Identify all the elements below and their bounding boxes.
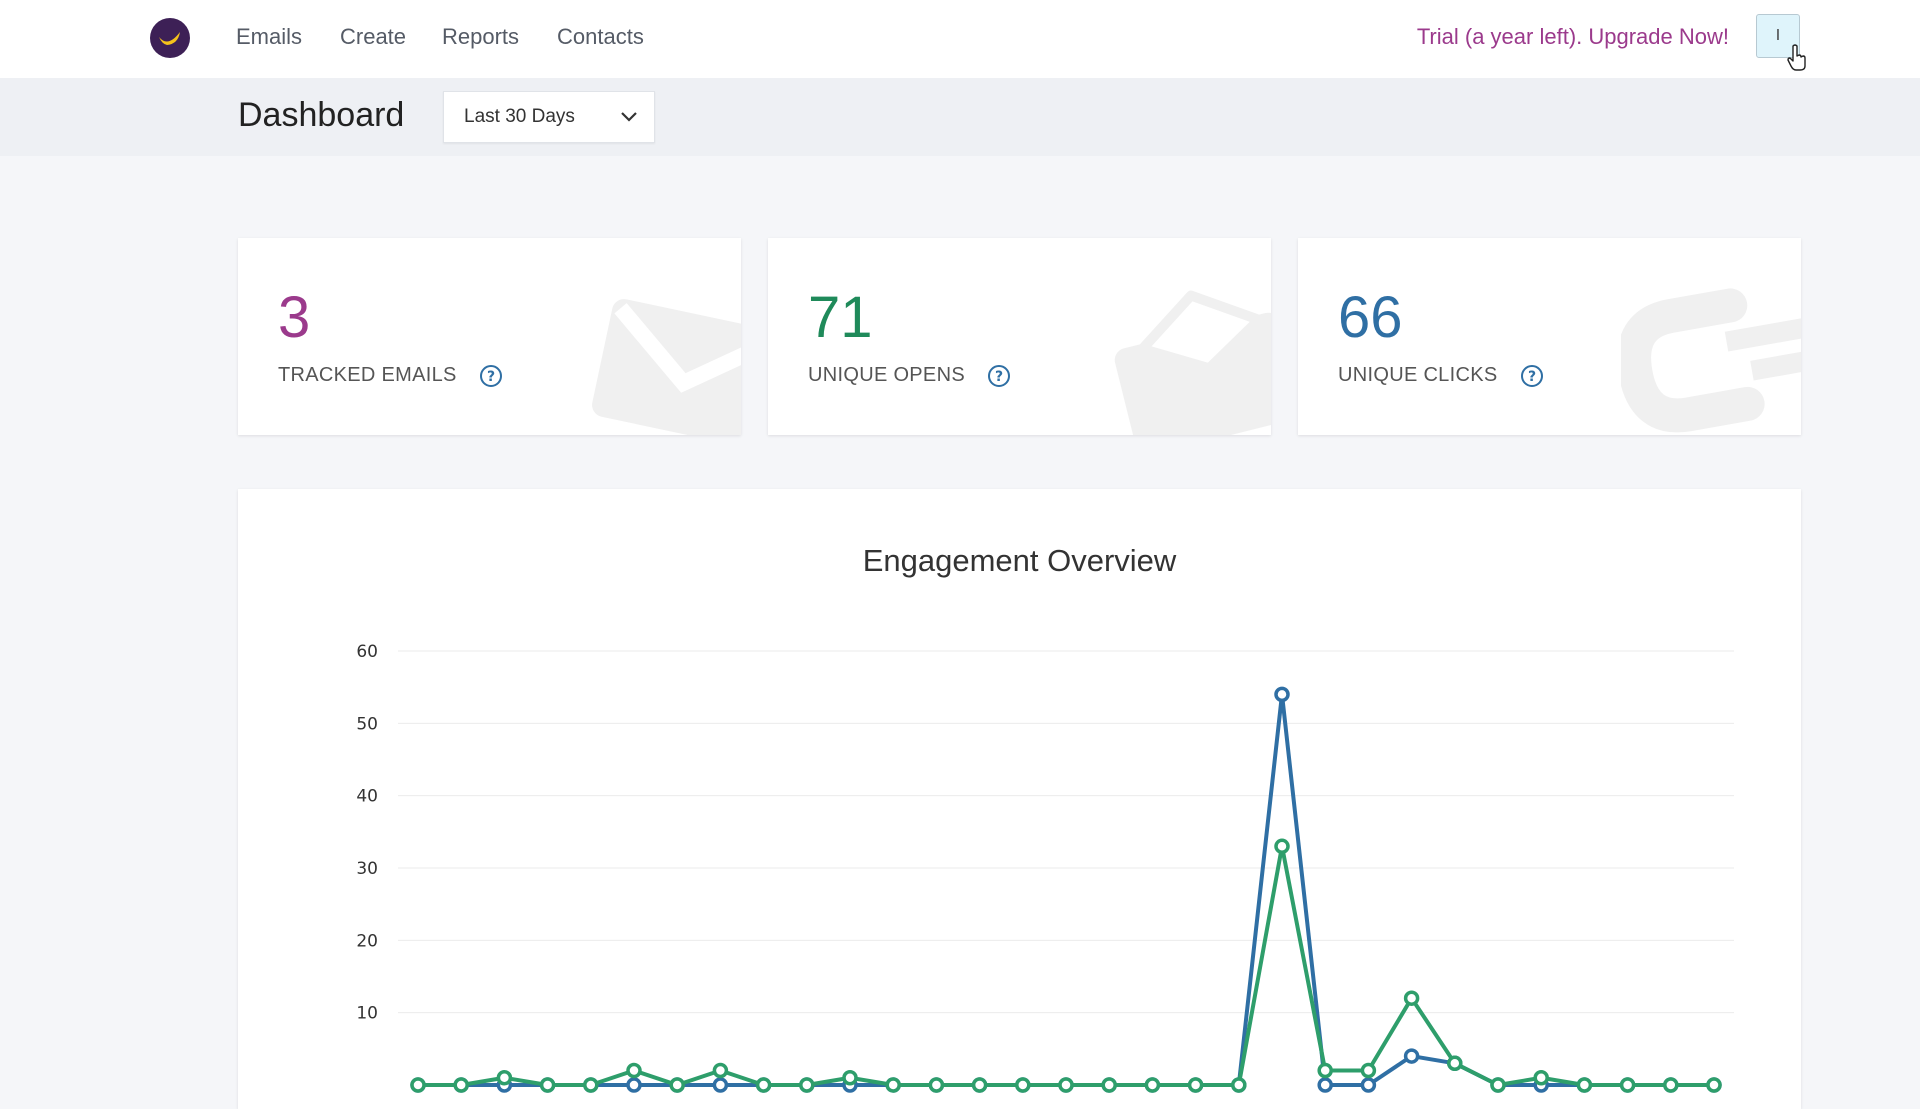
page-header: Dashboard Last 30 Days bbox=[0, 78, 1920, 156]
nav-emails[interactable]: Emails bbox=[236, 24, 303, 49]
data-point bbox=[712, 1077, 729, 1093]
data-point bbox=[496, 1070, 513, 1086]
y-tick-label: 20 bbox=[356, 931, 378, 951]
data-point bbox=[1231, 1077, 1247, 1093]
page-title: Dashboard bbox=[238, 96, 405, 134]
app-logo-icon[interactable] bbox=[150, 18, 190, 58]
unique-clicks-label: UNIQUE CLICKS bbox=[1338, 364, 1498, 386]
data-point bbox=[1490, 1077, 1506, 1093]
data-point bbox=[626, 1062, 642, 1079]
data-point bbox=[539, 1077, 556, 1093]
data-point bbox=[1317, 1062, 1333, 1079]
engagement-chart-panel: Engagement Overview 10 20 30 40 50 60 bbox=[238, 489, 1801, 1109]
svg-text:?: ? bbox=[995, 369, 1003, 385]
data-point bbox=[1663, 1077, 1679, 1093]
data-point bbox=[626, 1077, 642, 1093]
data-point bbox=[583, 1077, 599, 1093]
y-tick-label: 30 bbox=[356, 859, 378, 879]
data-point bbox=[712, 1062, 729, 1079]
avatar-button[interactable]: I bbox=[1756, 14, 1800, 58]
stat-card-tracked-emails: 3 TRACKED EMAILS ? bbox=[238, 238, 741, 435]
unique-opens-value: 71 bbox=[808, 285, 873, 350]
hand-cursor-icon bbox=[1787, 44, 1806, 71]
data-point bbox=[669, 1077, 685, 1093]
data-point bbox=[453, 1077, 469, 1093]
data-point bbox=[1274, 838, 1290, 855]
data-point bbox=[1187, 1077, 1204, 1093]
data-point bbox=[410, 1077, 426, 1093]
svg-text:?: ? bbox=[487, 369, 495, 385]
data-point bbox=[1058, 1077, 1074, 1093]
data-point bbox=[885, 1077, 901, 1093]
tracked-emails-value: 3 bbox=[278, 285, 311, 350]
data-point bbox=[1533, 1070, 1549, 1086]
y-tick-label: 10 bbox=[356, 1004, 378, 1024]
top-nav: Emails Create Reports Contacts Trial (a … bbox=[0, 0, 1920, 78]
chart-title: Engagement Overview bbox=[862, 543, 1177, 578]
data-point bbox=[799, 1077, 815, 1093]
data-point bbox=[1360, 1062, 1377, 1079]
stat-card-unique-opens: 71 UNIQUE OPENS ? bbox=[768, 238, 1271, 435]
svg-text:?: ? bbox=[1528, 369, 1536, 385]
stat-card-unique-clicks: 66 UNIQUE CLICKS ? bbox=[1298, 238, 1801, 435]
data-point bbox=[1015, 1077, 1031, 1093]
help-icon[interactable]: ? bbox=[479, 364, 503, 388]
data-point bbox=[755, 1077, 772, 1093]
data-point bbox=[1317, 1077, 1333, 1093]
chevron-down-icon bbox=[621, 112, 637, 122]
y-tick-label: 40 bbox=[356, 787, 378, 807]
nav-create[interactable]: Create bbox=[340, 24, 407, 49]
y-tick-label: 60 bbox=[356, 642, 378, 662]
date-range-value: Last 30 Days bbox=[464, 106, 575, 127]
tracked-emails-label: TRACKED EMAILS bbox=[278, 364, 457, 386]
open-envelope-icon bbox=[1114, 290, 1271, 435]
data-point bbox=[1403, 990, 1420, 1006]
data-point bbox=[971, 1077, 988, 1093]
upgrade-link[interactable]: Trial (a year left). Upgrade Now! bbox=[1416, 24, 1729, 49]
nav-contacts[interactable]: Contacts bbox=[557, 24, 644, 49]
data-point bbox=[1360, 1077, 1377, 1093]
help-icon[interactable]: ? bbox=[987, 364, 1011, 388]
engagement-chart: 10 20 30 40 50 60 bbox=[356, 642, 1734, 1093]
envelope-icon bbox=[592, 299, 741, 435]
unique-opens-label: UNIQUE OPENS bbox=[808, 364, 965, 386]
data-point bbox=[1447, 1055, 1463, 1072]
data-point bbox=[1706, 1077, 1722, 1093]
data-point bbox=[842, 1070, 858, 1086]
help-icon[interactable]: ? bbox=[1520, 364, 1544, 388]
y-tick-label: 50 bbox=[356, 714, 378, 734]
date-range-select[interactable]: Last 30 Days bbox=[443, 91, 655, 143]
data-point bbox=[1403, 1048, 1420, 1064]
data-point bbox=[1576, 1077, 1593, 1093]
series-line-0 bbox=[418, 692, 1714, 1087]
nav-reports[interactable]: Reports bbox=[442, 24, 520, 49]
data-point bbox=[1274, 686, 1290, 703]
data-point bbox=[1101, 1077, 1117, 1093]
data-point bbox=[1619, 1077, 1636, 1093]
data-point bbox=[928, 1077, 945, 1093]
unique-clicks-value: 66 bbox=[1338, 285, 1403, 350]
data-point bbox=[1144, 1077, 1161, 1093]
series-line-1 bbox=[418, 844, 1714, 1087]
link-icon bbox=[1621, 288, 1801, 433]
